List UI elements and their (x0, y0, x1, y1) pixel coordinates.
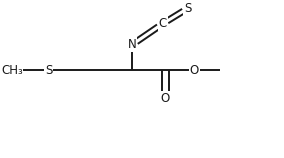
Text: O: O (161, 92, 170, 105)
Text: CH₃: CH₃ (2, 64, 23, 77)
Text: C: C (158, 17, 167, 30)
Text: N: N (128, 38, 137, 51)
Text: S: S (45, 64, 52, 77)
Text: S: S (184, 2, 191, 15)
Text: O: O (190, 64, 199, 77)
